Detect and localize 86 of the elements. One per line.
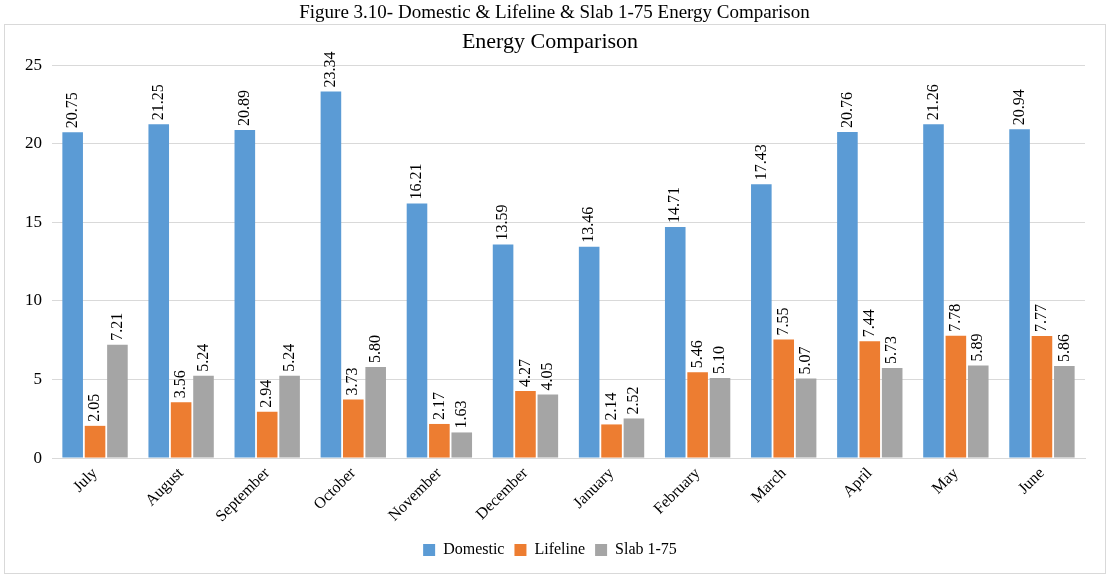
bar	[234, 129, 256, 458]
data-label: 5.46	[687, 340, 705, 369]
bar	[515, 390, 536, 458]
bar	[537, 394, 559, 458]
data-label: 5.07	[796, 346, 814, 375]
data-label: 5.10	[710, 345, 728, 374]
data-label: 23.34	[321, 51, 339, 88]
data-label: 1.63	[451, 400, 469, 429]
y-tick-label: 15	[25, 211, 42, 231]
bar	[320, 91, 342, 458]
data-label: 2.94	[257, 379, 275, 408]
data-label: 7.77	[1032, 304, 1050, 333]
bar	[1054, 366, 1075, 458]
bar	[601, 424, 622, 458]
bar	[751, 184, 772, 458]
bar	[451, 432, 473, 458]
data-label: 5.86	[1054, 334, 1072, 363]
bar	[859, 341, 881, 458]
data-label: 16.21	[407, 163, 425, 200]
x-tick-label: June	[1014, 463, 1048, 497]
data-label: 7.21	[107, 312, 125, 341]
y-tick-label: 20	[25, 133, 42, 153]
data-label: 4.05	[538, 362, 556, 391]
data-label: 2.14	[601, 392, 619, 421]
data-label: 5.73	[882, 336, 900, 365]
data-label: 7.55	[773, 307, 791, 336]
bar	[773, 339, 794, 458]
bar	[1031, 336, 1053, 458]
data-label: 3.73	[343, 367, 361, 396]
data-label: 2.52	[624, 386, 642, 415]
data-label: 2.05	[85, 393, 103, 422]
x-tick-label: July	[69, 463, 101, 496]
data-label: 7.44	[859, 309, 877, 338]
bar	[623, 418, 645, 458]
data-label: 4.27	[515, 358, 533, 387]
bar	[62, 132, 83, 458]
bar	[148, 124, 170, 458]
bar	[170, 402, 192, 458]
y-tick-label: 5	[33, 368, 42, 388]
data-label: 13.59	[493, 204, 511, 241]
bar	[664, 227, 686, 458]
data-label: 17.43	[751, 144, 769, 181]
bar	[923, 124, 944, 458]
bar	[578, 246, 600, 458]
y-tick-label: 10	[25, 290, 42, 310]
data-label: 5.24	[193, 343, 211, 372]
data-label: 7.78	[946, 303, 964, 332]
y-tick-label: 0	[33, 447, 42, 467]
bar	[492, 244, 514, 458]
data-label: 5.80	[365, 334, 383, 363]
bar	[1009, 129, 1030, 458]
data-label: 21.25	[148, 84, 166, 121]
bar	[193, 375, 214, 458]
bar	[107, 344, 128, 458]
caption: Figure 3.10- Domestic & Lifeline & Slab 1-75 Energy Comparison	[298, 0, 811, 24]
chart-title: Energy Comparison	[461, 27, 639, 53]
bar	[365, 366, 386, 458]
bar	[687, 372, 708, 458]
bar	[837, 131, 858, 458]
data-label: 20.75	[62, 92, 80, 129]
bar	[84, 425, 106, 458]
data-label: 13.46	[579, 206, 597, 243]
y-tick-label: 25	[25, 54, 42, 74]
data-label: 3.56	[171, 370, 189, 399]
bar	[795, 378, 817, 458]
bar	[429, 423, 450, 458]
bar	[279, 375, 300, 458]
legend-label: Domestic	[443, 540, 505, 558]
bar	[256, 411, 278, 458]
legend-label: Lifeline	[534, 540, 586, 558]
bar	[406, 203, 428, 458]
data-label: 20.76	[837, 91, 855, 128]
bar	[343, 399, 364, 458]
data-label: 14.71	[665, 187, 683, 224]
data-label: 2.17	[429, 391, 447, 420]
data-label: 5.24	[279, 343, 297, 372]
bar	[709, 377, 731, 458]
bar	[967, 365, 989, 458]
x-tick-label: May	[928, 463, 962, 498]
data-label: 21.26	[923, 84, 941, 121]
data-label: 20.89	[235, 89, 253, 126]
bar	[945, 335, 967, 458]
data-label: 5.89	[968, 333, 986, 362]
data-label: 20.94	[1009, 89, 1027, 126]
bar	[881, 368, 903, 458]
legend-label: Slab 1-75	[615, 540, 677, 558]
